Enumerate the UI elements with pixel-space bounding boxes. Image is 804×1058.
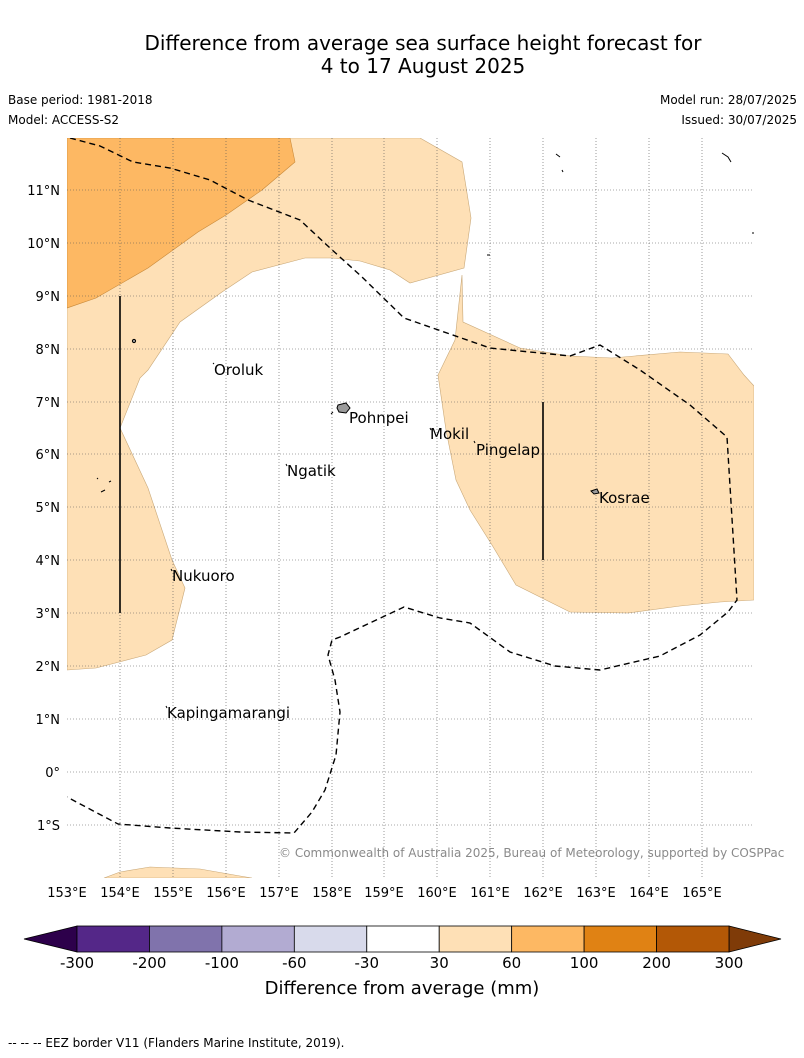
anomaly-region-30-60-south: [103, 866, 253, 878]
anomaly-region-30-60-west: [67, 138, 472, 671]
colorbar-tick-label: 60: [502, 954, 521, 972]
eez-footnote: -- -- -- EEZ border V11 (Flanders Marine…: [8, 1036, 345, 1050]
colorbar-segment: [76, 925, 150, 953]
colorbar-tick-labels: -300 -200 -100 -60 -30 30 60 100 200 300: [60, 954, 743, 972]
eez-border: [67, 138, 738, 834]
kosrae-island: [590, 488, 600, 495]
map-title: Difference from average sea surface heig…: [0, 32, 804, 78]
colorbar-segment: [511, 925, 585, 953]
colorbar-tick-label: 300: [715, 954, 744, 972]
colorbar-tick-label: -200: [132, 954, 166, 972]
anomaly-region-60-100: [67, 138, 296, 309]
colorbar-segment: [583, 925, 657, 953]
lat-label: 11°N: [27, 184, 60, 199]
colorbar-over-arrow: [728, 925, 782, 953]
place-label-pingelap: Pingelap: [476, 441, 540, 459]
latitude-labels: 11°N 10°N 9°N 8°N 7°N 6°N 5°N 4°N 3°N 2°…: [27, 184, 60, 834]
pohnpei-island: [336, 402, 351, 414]
colorbar-under-arrow: [23, 925, 78, 953]
place-labels: Oroluk Pohnpei Mokil Pingelap Ngatik Kos…: [167, 361, 650, 722]
lat-label: 5°N: [36, 501, 61, 516]
colorbar-tick-label: -60: [282, 954, 307, 972]
lat-label: 4°N: [36, 554, 61, 569]
place-label-pohnpei: Pohnpei: [349, 409, 409, 427]
lat-label: 10°N: [27, 237, 60, 252]
colorbar-tick-label: -30: [355, 954, 380, 972]
lat-label: 1°S: [37, 819, 60, 834]
colorbar-tick-label: 100: [570, 954, 599, 972]
place-label-ngatik: Ngatik: [287, 462, 336, 480]
lon-label: 156°E: [206, 886, 246, 901]
lon-label: 153°E: [47, 886, 87, 901]
lon-label: 162°E: [523, 886, 563, 901]
colorbar-title: Difference from average (mm): [264, 978, 540, 999]
lon-label: 155°E: [153, 886, 193, 901]
lat-label: 7°N: [36, 396, 61, 411]
colorbar-tick-label: 30: [430, 954, 449, 972]
colorbar-segment: [293, 925, 368, 953]
lon-label: 159°E: [364, 886, 404, 901]
place-label-kosrae: Kosrae: [599, 489, 650, 507]
lon-label: 163°E: [576, 886, 616, 901]
colorbar-segment: [221, 925, 295, 953]
islet-a: [131, 338, 137, 344]
map-canvas: Oroluk Pohnpei Mokil Pingelap Ngatik Kos…: [27, 138, 754, 901]
lon-label: 160°E: [417, 886, 457, 901]
island-shapes: [131, 338, 600, 495]
lon-label: 165°E: [682, 886, 722, 901]
place-label-kapingamarangi: Kapingamarangi: [167, 704, 290, 722]
title-line-1: Difference from average sea surface heig…: [144, 31, 702, 55]
colorbar-segment: [438, 925, 513, 953]
lon-label: 158°E: [312, 886, 352, 901]
base-period-label: Base period: 1981-2018: [8, 93, 153, 107]
lat-label: 3°N: [36, 607, 61, 622]
title-line-2: 4 to 17 August 2025: [320, 54, 526, 78]
grid-lines: [67, 138, 754, 878]
lat-label: 1°N: [36, 713, 61, 728]
lat-label: 9°N: [36, 290, 61, 305]
colorbar-tick-label: -300: [60, 954, 94, 972]
atoll-specks: [96, 152, 754, 709]
colorbar-tick-label: -100: [205, 954, 239, 972]
colorbar-tick-label: 200: [642, 954, 671, 972]
lon-label: 164°E: [629, 886, 669, 901]
lat-label: 0°: [45, 766, 60, 781]
colorbar-segment: [149, 925, 223, 953]
lon-label: 161°E: [470, 886, 510, 901]
longitude-labels: 153°E 154°E 155°E 156°E 157°E 158°E 159°…: [47, 886, 722, 901]
lat-label: 2°N: [36, 660, 61, 675]
model-label: Model: ACCESS-S2: [8, 113, 120, 127]
copyright-credit: © Commonwealth of Australia 2025, Bureau…: [279, 846, 785, 860]
colorbar-segment: [656, 925, 730, 953]
issued-label: Issued: 30/07/2025: [681, 113, 797, 127]
lat-label: 8°N: [36, 343, 61, 358]
lon-label: 157°E: [259, 886, 299, 901]
lon-label: 154°E: [100, 886, 140, 901]
place-label-nukuoro: Nukuoro: [172, 567, 235, 585]
colorbar-segments: [76, 925, 730, 953]
place-label-oroluk: Oroluk: [214, 361, 263, 379]
place-label-mokil: Mokil: [430, 425, 469, 443]
model-run-label: Model run: 28/07/2025: [659, 93, 797, 107]
colorbar-segment: [366, 925, 440, 953]
lat-label: 6°N: [36, 448, 61, 463]
